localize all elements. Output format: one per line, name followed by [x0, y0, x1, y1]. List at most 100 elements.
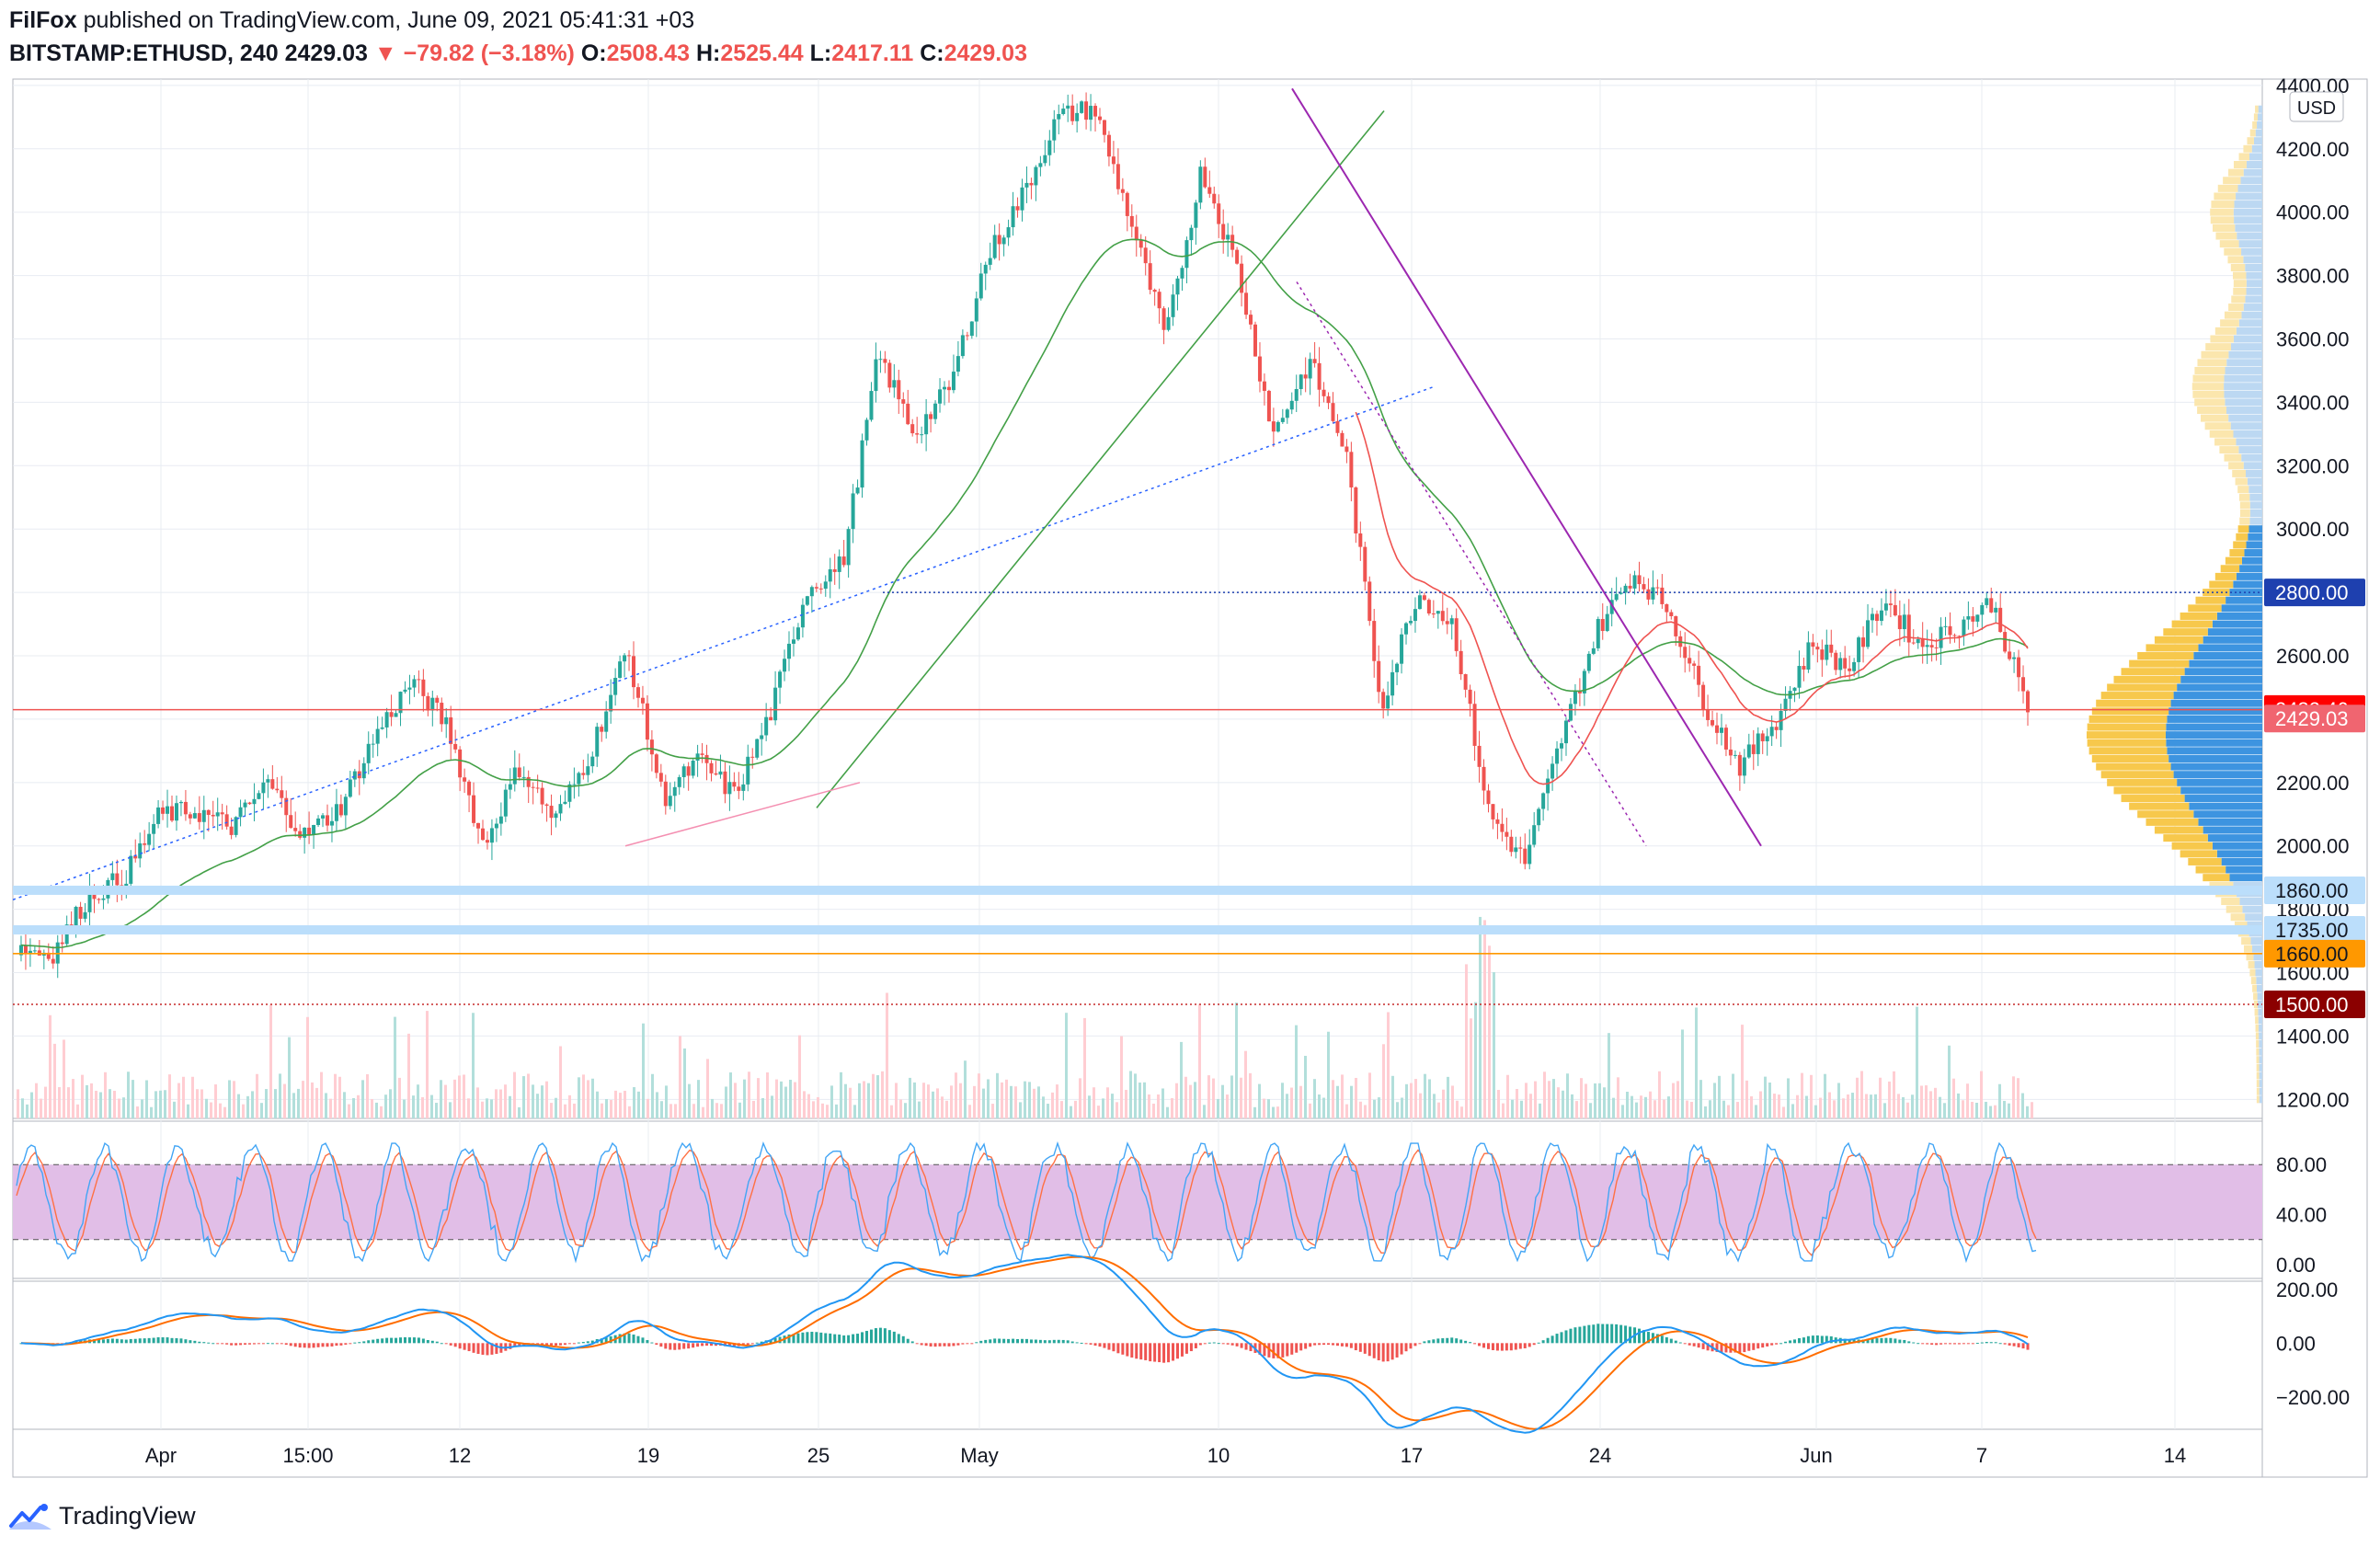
vp-bar-sell	[2220, 319, 2239, 327]
author-name[interactable]: FilFox	[9, 7, 77, 33]
candle-body	[540, 787, 544, 805]
price-tag-bg	[2264, 916, 2365, 945]
volume-bar	[697, 1080, 700, 1118]
macd-histogram-bar	[1495, 1343, 1499, 1351]
candle-body	[1998, 607, 2003, 633]
candle-body	[1468, 689, 1472, 705]
candle-body	[284, 797, 289, 816]
macd-histogram-bar	[563, 1343, 566, 1346]
candle-body	[1335, 420, 1340, 433]
candle-body	[407, 687, 412, 690]
price-tick-label: 2600.00	[2276, 645, 2350, 668]
macd-histogram-bar	[755, 1342, 759, 1344]
macd-histogram-bar	[166, 1337, 169, 1344]
time-tick-label: Apr	[145, 1444, 177, 1467]
volume-bar	[941, 1096, 944, 1118]
vp-bar-buy	[2255, 129, 2262, 137]
volume-bar	[1060, 1101, 1063, 1118]
vp-bar-sell	[2163, 834, 2208, 842]
candle-body	[444, 716, 449, 725]
macd-histogram-bar	[1912, 1342, 1916, 1344]
vp-bar-buy	[2234, 216, 2262, 224]
macd-histogram-bar	[1418, 1343, 1422, 1345]
vp-bar-buy	[2180, 786, 2262, 795]
vp-bar-buy	[2224, 374, 2262, 383]
price-change: −79.82 (−3.18%)	[403, 40, 575, 66]
macd-histogram-bar	[1962, 1343, 1965, 1345]
candle-body	[750, 756, 755, 758]
candle-body	[1728, 749, 1733, 756]
macd-histogram-bar	[293, 1343, 297, 1347]
volume-bar	[1327, 1031, 1330, 1118]
volume-bar	[1304, 1055, 1307, 1118]
volume-bar	[1447, 1076, 1449, 1118]
macd-histogram-bar	[541, 1343, 544, 1346]
candle-body	[60, 942, 64, 945]
price-tick-label: 3800.00	[2276, 265, 2350, 288]
macd-histogram-bar	[1752, 1343, 1756, 1350]
macd-histogram-bar	[1344, 1343, 1348, 1347]
volume-bar	[1529, 1094, 1532, 1118]
candle-body	[1866, 620, 1871, 647]
volume-bar	[1824, 1073, 1826, 1118]
volume-bar	[1470, 1018, 1472, 1118]
macd-histogram-bar	[518, 1343, 521, 1346]
candle-body	[869, 391, 874, 420]
vp-bar-buy	[2259, 1032, 2262, 1040]
volume-bar	[1474, 1002, 1477, 1118]
volume-bar	[1180, 1041, 1183, 1118]
candle-body	[1874, 613, 1879, 622]
vp-bar-sell	[2205, 343, 2232, 351]
candle-body	[266, 779, 270, 783]
price-tag: 1660.00	[2264, 939, 2365, 968]
macd-histogram-bar	[189, 1340, 192, 1344]
volume-bar	[214, 1084, 217, 1118]
vp-bar-sell	[2228, 462, 2244, 470]
candle-body	[955, 356, 960, 372]
macd-tick-label: 0.00	[2276, 1332, 2316, 1355]
volume-bar	[1548, 1081, 1550, 1118]
macd-histogram-bar	[129, 1338, 132, 1344]
symbol-name[interactable]: BITSTAMP:ETHUSD, 240	[9, 40, 279, 66]
volume-bar	[1975, 1103, 1978, 1118]
candle-body	[1737, 754, 1742, 776]
candle-body	[1015, 206, 1020, 211]
close-value: 2429.03	[944, 40, 1027, 66]
volume-bar	[904, 1103, 907, 1118]
tradingview-footer[interactable]: TradingView	[9, 1497, 196, 1534]
volume-bar	[205, 1098, 208, 1118]
volume-bar	[591, 1078, 594, 1118]
volume-bar	[807, 1094, 810, 1118]
candle-body	[883, 359, 887, 363]
candle-body	[467, 781, 472, 796]
vp-bar-buy	[2249, 493, 2262, 501]
macd-histogram-bar	[1500, 1343, 1504, 1351]
stoch-tick-label: 40.00	[2276, 1204, 2327, 1227]
macd-histogram-bar	[216, 1343, 220, 1345]
candle-body	[1043, 155, 1047, 164]
candle-body	[224, 814, 229, 827]
candle-body	[1257, 356, 1262, 382]
candle-body	[1765, 736, 1769, 741]
macd-histogram-bar	[833, 1334, 837, 1344]
vp-bar-buy	[2233, 335, 2262, 343]
vp-bar-buy	[2238, 240, 2262, 248]
volume-bar	[1782, 1106, 1785, 1118]
volume-bar	[1493, 971, 1495, 1118]
volume-bar	[1198, 1003, 1201, 1118]
volume-bar	[1272, 1106, 1275, 1118]
macd-histogram-bar	[1935, 1343, 1939, 1346]
macd-histogram-bar	[1875, 1338, 1879, 1344]
candle-body	[325, 815, 329, 826]
candle-body	[440, 703, 444, 725]
macd-histogram-bar	[678, 1343, 681, 1350]
candle-body	[960, 335, 965, 357]
volume-bar	[182, 1076, 185, 1118]
macd-histogram-bar	[270, 1343, 274, 1345]
candle-body	[1628, 585, 1632, 589]
candle-body	[632, 656, 636, 688]
vp-bar-sell	[2256, 1056, 2260, 1064]
vp-bar-sell	[2220, 565, 2240, 573]
volume-bar	[752, 1100, 755, 1118]
